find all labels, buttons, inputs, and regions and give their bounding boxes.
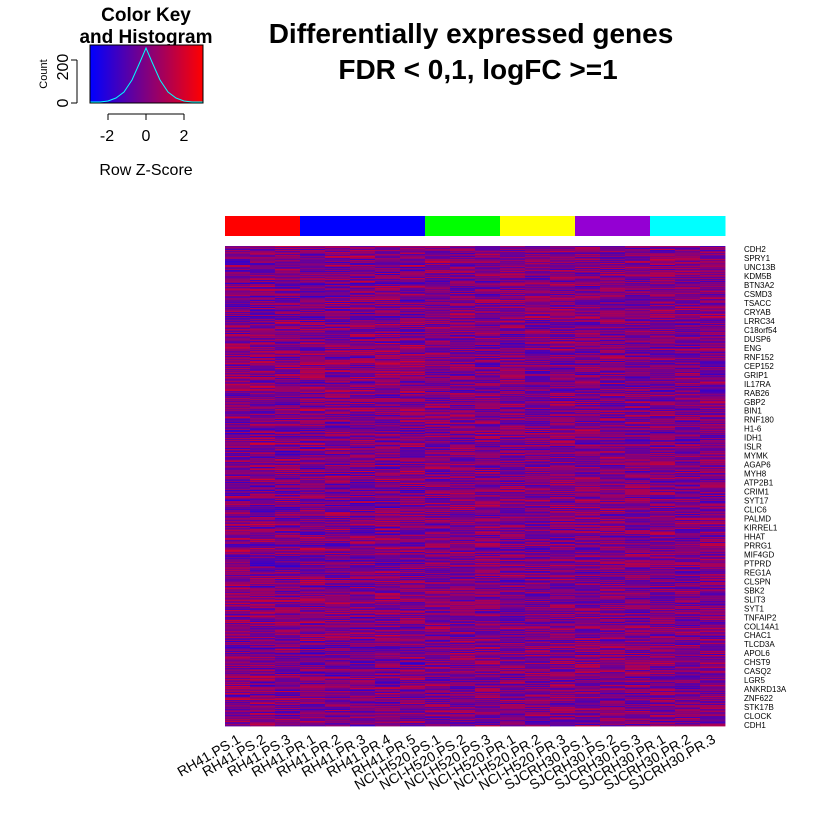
chart-title: Differentially expressed genes (269, 18, 674, 49)
color-key: Color Key and Histogram 0 200 Count -2 0… (38, 5, 213, 179)
color-key-title-line-1: Color Key (101, 5, 191, 26)
column-group-5 (575, 216, 651, 236)
column-group-1 (225, 216, 301, 236)
column-group-2 (300, 216, 426, 236)
color-key-ylabel: Count (38, 59, 50, 88)
color-key-xtick-neg2: -2 (100, 128, 114, 145)
color-key-xtick-2: 2 (180, 128, 189, 145)
color-key-xlabel: Row Z-Score (99, 162, 192, 179)
column-group-color-bar (225, 216, 726, 236)
color-key-ytick-200: 200 (55, 54, 72, 81)
color-key-gradient (90, 45, 203, 103)
chart-subtitle: FDR < 0,1, logFC >=1 (338, 54, 617, 85)
column-group-3 (425, 216, 501, 236)
column-group-4 (500, 216, 576, 236)
column-group-6 (650, 216, 726, 236)
color-key-ytick-0: 0 (55, 98, 72, 107)
heatmap-body (225, 246, 725, 726)
color-key-xtick-0: 0 (142, 128, 151, 145)
